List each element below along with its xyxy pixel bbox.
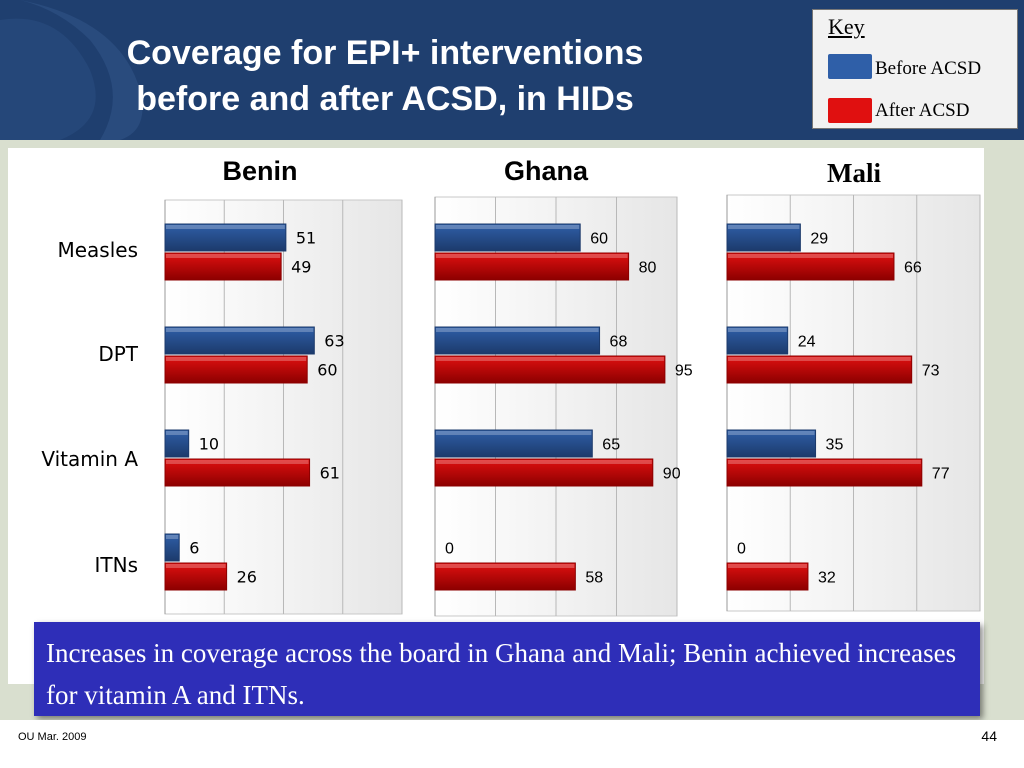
legend-title: Key <box>828 14 865 39</box>
bar-mali-before-dpt <box>726 326 789 355</box>
data-label-mali-before: 29 <box>810 231 828 248</box>
bar-highlight <box>436 328 599 332</box>
bar-ghana-after-itns <box>434 562 576 591</box>
data-label-mali-before: 24 <box>798 334 816 351</box>
data-label-mali-after: 77 <box>932 466 950 483</box>
bar-benin-after-measles <box>164 252 282 281</box>
bar-mali-before-measles <box>726 223 801 252</box>
bar-highlight <box>728 357 911 361</box>
bar-ghana-before-measles <box>434 223 581 252</box>
category-label-measles: Measles <box>57 238 138 262</box>
data-label-mali-after: 32 <box>818 570 836 587</box>
bar-highlight <box>166 225 285 229</box>
data-label-benin-after: 60 <box>317 361 337 380</box>
bar-highlight <box>166 535 179 539</box>
data-label-ghana-after: 80 <box>639 260 657 277</box>
bar-mali-after-vitamin-a <box>726 458 923 487</box>
bar-ghana-after-dpt <box>434 355 666 384</box>
bar-benin-after-itns <box>164 562 228 591</box>
bar-mali-after-measles <box>726 252 895 281</box>
bar-highlight <box>436 225 580 229</box>
bar-highlight <box>728 460 921 464</box>
caption-box: Increases in coverage across the board i… <box>34 622 980 716</box>
data-label-mali-after: 66 <box>904 260 922 277</box>
country-label-mali: Mali <box>827 158 881 188</box>
data-label-ghana-before: 60 <box>590 231 608 248</box>
bar-highlight <box>436 254 628 258</box>
data-label-ghana-after: 58 <box>585 570 603 587</box>
bar-benin-before-measles <box>164 223 287 252</box>
slide-title-line2: before and after ACSD, in HIDs <box>136 80 634 118</box>
bar-highlight <box>166 564 226 568</box>
bar-highlight <box>728 225 800 229</box>
bar-benin-before-vitamin-a <box>164 429 190 458</box>
bar-mali-before-vitamin-a <box>726 429 817 458</box>
caption-text: Increases in coverage across the board i… <box>46 638 957 710</box>
data-label-benin-after: 49 <box>291 258 311 277</box>
bar-highlight <box>728 328 787 332</box>
data-label-benin-before: 6 <box>189 539 199 558</box>
bar-highlight <box>728 254 893 258</box>
slide-title: Coverage for EPI+ interventions before a… <box>40 30 730 122</box>
footer <box>0 720 1024 768</box>
bar-mali-after-itns <box>726 562 809 591</box>
footer-text: OU Mar. 2009 <box>18 731 87 743</box>
bar-benin-after-dpt <box>164 355 308 384</box>
category-label-vitamin-a: Vitamin A <box>41 447 138 471</box>
legend-swatch-after <box>828 98 872 123</box>
data-label-benin-after: 61 <box>320 464 340 483</box>
legend-swatch-before <box>828 54 872 79</box>
country-label-ghana: Ghana <box>503 156 589 186</box>
bar-highlight <box>166 431 188 435</box>
bar-highlight <box>728 564 807 568</box>
bar-ghana-after-vitamin-a <box>434 458 654 487</box>
data-label-ghana-after: 95 <box>675 363 693 380</box>
bar-ghana-before-dpt <box>434 326 601 355</box>
bar-highlight <box>166 328 314 332</box>
bar-mali-after-dpt <box>726 355 913 384</box>
bar-highlight <box>436 357 664 361</box>
data-label-benin-after: 26 <box>237 568 257 587</box>
data-label-mali-after: 73 <box>922 363 940 380</box>
category-label-dpt: DPT <box>98 342 138 366</box>
category-label-itns: ITNs <box>94 553 139 577</box>
bar-benin-before-itns <box>164 533 180 562</box>
bar-highlight <box>436 564 575 568</box>
bar-benin-after-vitamin-a <box>164 458 311 487</box>
data-label-ghana-after: 90 <box>663 466 681 483</box>
bar-highlight <box>728 431 815 435</box>
slide-title-line1: Coverage for EPI+ interventions <box>126 34 644 72</box>
page-number: 44 <box>981 728 997 744</box>
bar-highlight <box>166 357 307 361</box>
bar-ghana-after-measles <box>434 252 630 281</box>
bar-highlight <box>166 460 309 464</box>
bar-benin-before-dpt <box>164 326 315 355</box>
data-label-ghana-before: 65 <box>602 437 620 454</box>
data-label-ghana-before: 68 <box>610 334 628 351</box>
title-bar: Coverage for EPI+ interventions before a… <box>0 0 1024 140</box>
header-decoration <box>0 0 143 140</box>
legend-label-after: After ACSD <box>875 100 970 121</box>
legend: Key Before ACSD After ACSD <box>812 9 1018 129</box>
data-label-mali-before: 35 <box>826 437 844 454</box>
data-label-benin-before: 10 <box>199 435 219 454</box>
bar-highlight <box>436 431 592 435</box>
country-label-benin: Benin <box>222 156 298 186</box>
data-label-ghana-before: 0 <box>445 541 454 558</box>
legend-label-before: Before ACSD <box>875 58 982 79</box>
data-label-mali-before: 0 <box>737 541 746 558</box>
data-label-benin-before: 51 <box>296 229 316 248</box>
bar-highlight <box>436 460 652 464</box>
bar-ghana-before-vitamin-a <box>434 429 593 458</box>
data-label-benin-before: 63 <box>324 332 344 351</box>
bar-highlight <box>166 254 281 258</box>
